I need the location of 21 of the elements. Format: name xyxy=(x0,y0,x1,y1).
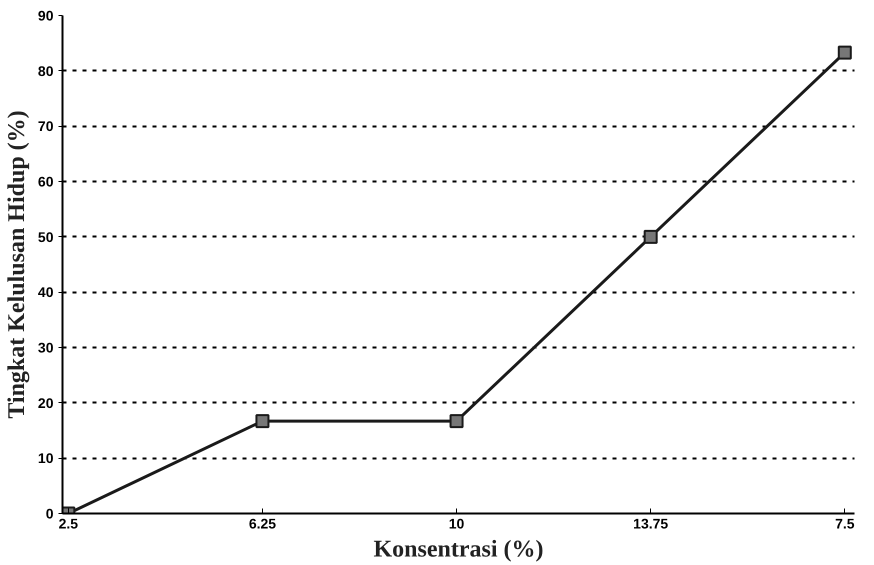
y-tick-label: 20 xyxy=(38,394,54,411)
x-tick-label: 2.5 xyxy=(58,516,78,532)
y-tick-label: 80 xyxy=(38,62,54,79)
y-tick-label: 90 xyxy=(38,8,54,24)
x-tick-label: 10 xyxy=(448,516,465,532)
x-axis-title: Konsentrasi (%) xyxy=(374,536,544,562)
y-tick-label: 10 xyxy=(38,450,54,466)
x-tick-label: 13.75 xyxy=(633,516,668,532)
y-tick-label: 0 xyxy=(46,506,54,522)
y-tick-label: 70 xyxy=(38,118,54,134)
y-tick-label: 50 xyxy=(38,228,54,245)
point xyxy=(450,414,464,428)
y-tick-label: 60 xyxy=(38,174,54,190)
point xyxy=(838,46,852,60)
x-tick-label: 6.25 xyxy=(248,516,276,532)
point xyxy=(255,414,270,428)
point xyxy=(644,230,658,244)
y-axis-title: Tingkat Kelulusan Hidup (%) xyxy=(4,110,30,419)
x-tick-label: 7.5 xyxy=(835,516,855,532)
y-tick-label: 40 xyxy=(38,284,54,300)
y-tick-label: 30 xyxy=(38,340,54,356)
